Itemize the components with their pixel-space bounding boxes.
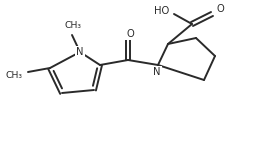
Text: O: O bbox=[126, 29, 134, 39]
Text: N: N bbox=[153, 67, 161, 77]
Text: N: N bbox=[76, 47, 84, 57]
Text: CH₃: CH₃ bbox=[64, 21, 81, 30]
Text: HO: HO bbox=[154, 6, 170, 16]
Text: O: O bbox=[216, 4, 224, 14]
Text: CH₃: CH₃ bbox=[5, 70, 22, 80]
